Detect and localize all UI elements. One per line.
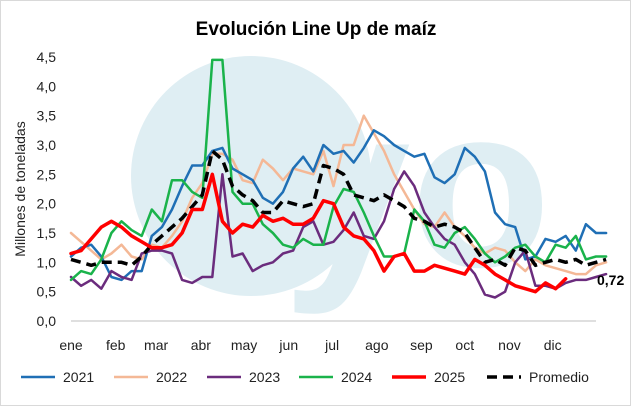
series-line-promedio [70,149,607,268]
y-tick-label: 0,5 [37,284,57,300]
x-tick-label-feb: feb [106,337,126,353]
x-tick-label-dic: dic [544,337,562,353]
legend: 2021 2022 2023 2024 2025 Promedio [21,369,589,385]
y-tick-label: 1,0 [37,254,57,270]
y-tick-label: 4,5 [37,49,57,65]
y-tick-label: 0,0 [37,313,57,329]
annotations: 0,72 [597,272,624,288]
series-line-2024 [69,58,608,282]
x-tick-label-jun: jun [278,337,298,353]
y-tick-label: 4,0 [37,78,57,94]
chart-title: Evolución Line Up de maíz [196,19,437,40]
x-tick-label-abr: abr [191,337,212,353]
series-line-2023 [69,170,608,299]
legend-label-promedio: Promedio [529,369,589,385]
legend-label-2023: 2023 [249,369,280,385]
series-line-2025 [69,172,568,294]
series-line-2021 [69,129,608,282]
x-tick-label-sep: sep [410,337,433,353]
x-tick-label-ene: ene [59,337,83,353]
x-tick-label-oct: oct [455,337,474,353]
y-tick-label: 3,5 [37,108,57,124]
legend-label-2021: 2021 [63,369,94,385]
y-axis-title: Millones de toneladas [12,121,28,256]
y-tick-label: 2,5 [37,166,57,182]
y-tick-label: 3,0 [37,137,57,153]
x-axis-ticks: ene feb mar abr may jun jul ago sep oct nov dic [59,337,561,353]
y-tick-label: 2,0 [37,196,57,212]
legend-label-2024: 2024 [341,369,372,385]
legend-label-2025: 2025 [434,369,465,385]
series-lines [69,58,608,299]
x-tick-label-mar: mar [144,337,168,353]
last-value-label: 0,72 [597,272,624,288]
y-axis-ticks: 0,0 0,5 1,0 1,5 2,0 2,5 3,0 3,5 4,0 4,5 [37,49,57,329]
x-tick-label-may: may [231,337,257,353]
x-tick-label-nov: nov [498,337,521,353]
x-tick-label-jul: jul [324,337,339,353]
x-tick-label-ago: ago [365,337,389,353]
y-tick-label: 1,5 [37,225,57,241]
legend-label-2022: 2022 [156,369,187,385]
